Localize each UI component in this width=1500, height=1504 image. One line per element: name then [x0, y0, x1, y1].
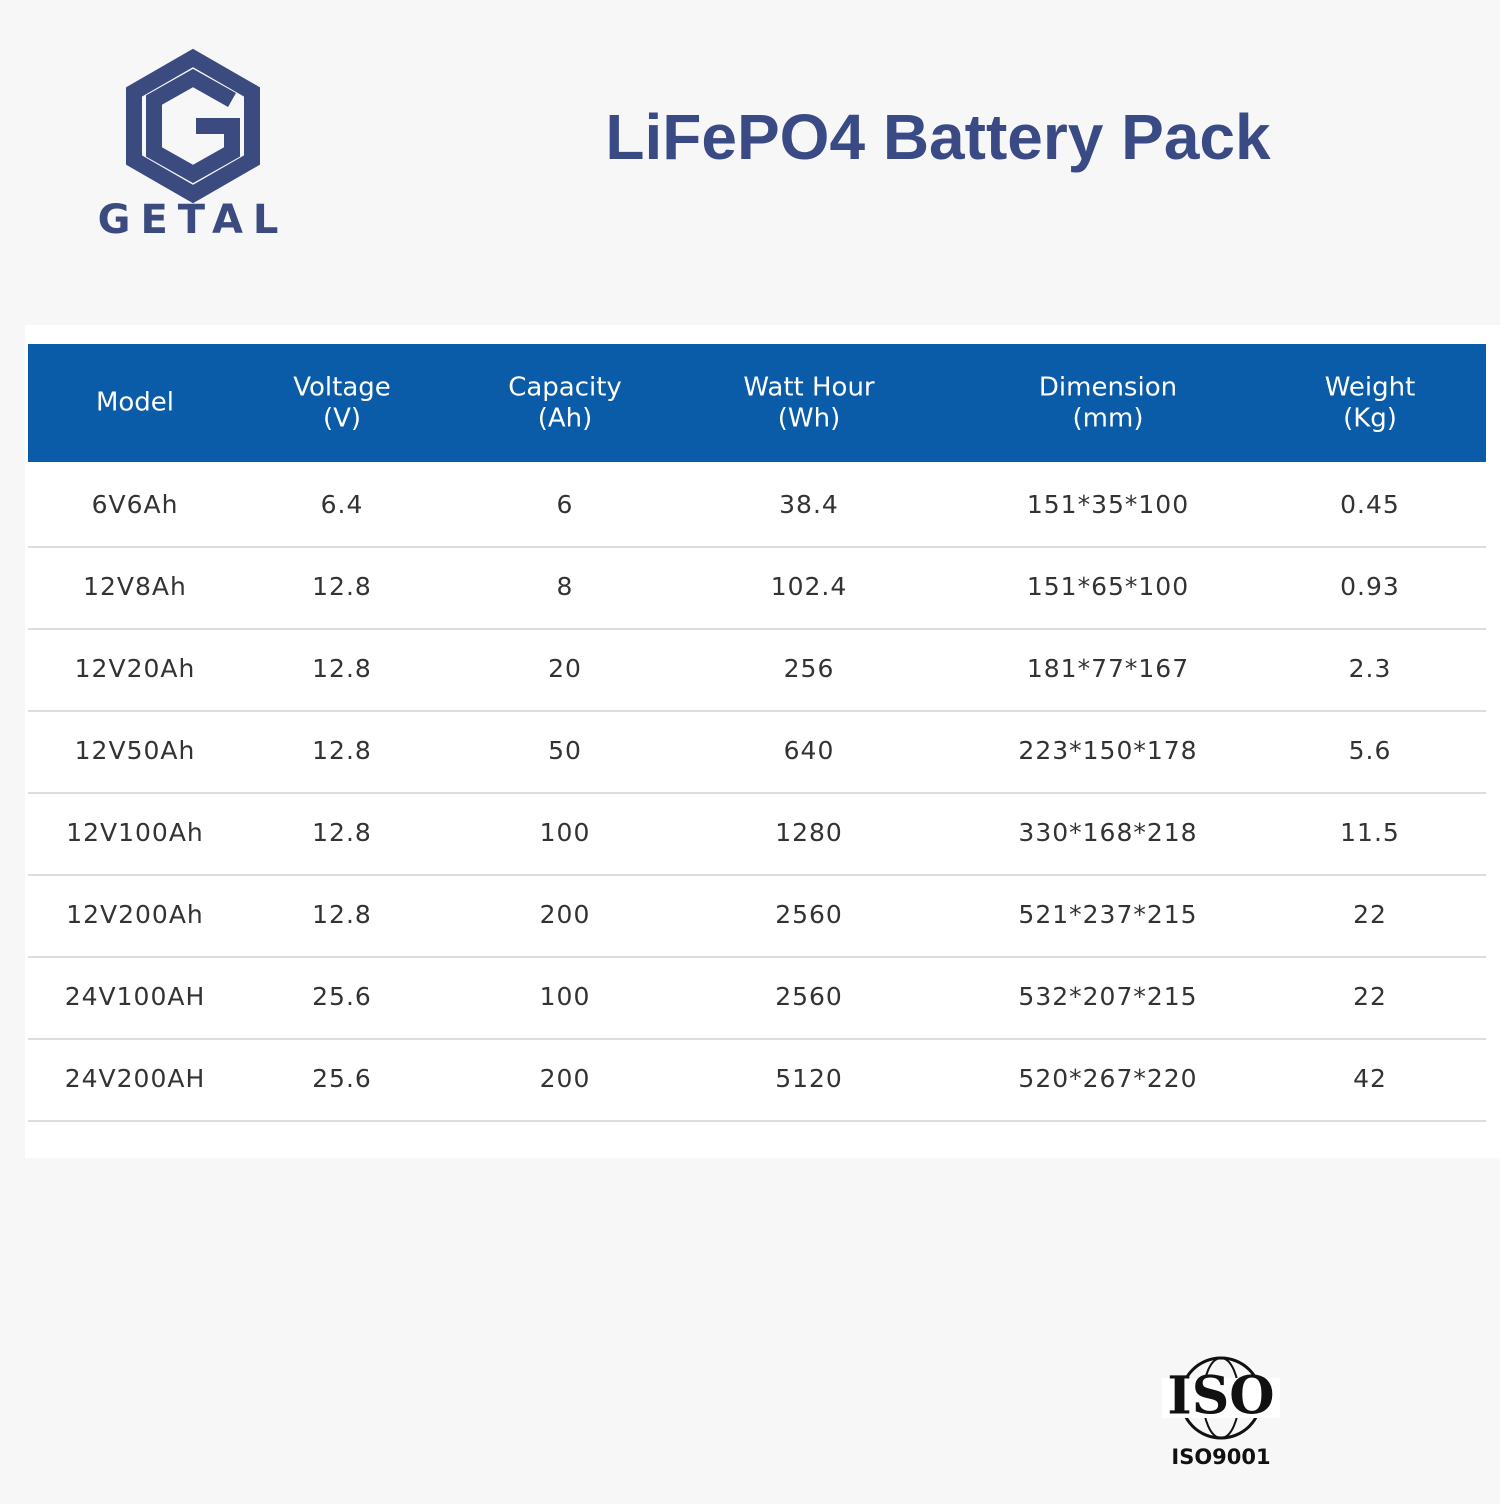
table-cell: 12V50Ah [75, 736, 196, 765]
table-cell: 25.6 [312, 982, 372, 1011]
column-header: Watt Hour [743, 373, 875, 403]
table-cell: 12.8 [312, 818, 372, 847]
table-cell: 12.8 [312, 572, 372, 601]
table-cell: 520*267*220 [1018, 1064, 1197, 1093]
table-cell: 2.3 [1349, 654, 1392, 683]
table-cell: 532*207*215 [1018, 982, 1197, 1011]
table-cell: 100 [540, 982, 591, 1011]
table-cell: 640 [784, 736, 835, 765]
table-cell: 11.5 [1340, 818, 1400, 847]
table-cell: 200 [540, 900, 591, 929]
table-cell: 1280 [775, 818, 843, 847]
table-cell: 38.4 [779, 490, 839, 519]
table-panel [25, 325, 1500, 1158]
column-header: (Kg) [1343, 404, 1397, 434]
column-header: (mm) [1073, 404, 1144, 434]
table-cell: 12.8 [312, 654, 372, 683]
table-cell: 12.8 [312, 736, 372, 765]
column-header: Capacity [508, 373, 622, 403]
table-cell: 6V6Ah [92, 490, 179, 519]
logo-mark [126, 48, 260, 204]
table: Model Voltage(V) Capacity(Ah) Watt Hour(Wh)… [28, 373, 1486, 1122]
column-header: (Wh) [778, 404, 840, 434]
table-cell: 100 [540, 818, 591, 847]
iso-logo: ISO ISO9001 [1162, 1356, 1280, 1469]
table-cell: 2560 [775, 982, 843, 1011]
iso-mark: ISO [1167, 1366, 1274, 1427]
column-header: Dimension [1039, 373, 1177, 403]
table-cell: 5.6 [1349, 736, 1392, 765]
logo-brand: GETAL [98, 197, 289, 243]
column-header: (V) [323, 404, 361, 434]
table-cell: 22 [1353, 900, 1387, 929]
table-cell: 2560 [775, 900, 843, 929]
column-header: Voltage [293, 373, 391, 403]
table-cell: 181*77*167 [1027, 654, 1189, 683]
table-cell: 521*237*215 [1018, 900, 1197, 929]
table-cell: 102.4 [771, 572, 848, 601]
column-header: Weight [1325, 373, 1416, 403]
table-cell: 22 [1353, 982, 1387, 1011]
iso-standard: ISO9001 [1171, 1445, 1270, 1469]
table-cell: 24V100AH [65, 982, 206, 1011]
table-cell: 50 [548, 736, 582, 765]
table-cell: 5120 [775, 1064, 843, 1093]
table-cell: 256 [784, 654, 835, 683]
table-cell: 330*168*218 [1018, 818, 1197, 847]
table-cell: 151*65*100 [1027, 572, 1189, 601]
column-header: Model [96, 388, 174, 418]
table-cell: 20 [548, 654, 582, 683]
column-header: (Ah) [538, 404, 593, 434]
table-cell: 12.8 [312, 900, 372, 929]
table-cell: 6.4 [321, 490, 364, 519]
table-cell: 12V100Ah [66, 818, 204, 847]
table-cell: 24V200AH [65, 1064, 206, 1093]
table-cell: 12V8Ah [83, 572, 187, 601]
table-cell: 151*35*100 [1027, 490, 1189, 519]
table-cell: 12V20Ah [75, 654, 196, 683]
table-cell: 42 [1353, 1064, 1387, 1093]
table-cell: 0.93 [1340, 572, 1400, 601]
table-header [28, 344, 1486, 462]
table-cell: 0.45 [1340, 490, 1400, 519]
table-cell: 12V200Ah [66, 900, 204, 929]
page-title: LiFePO4 Battery Pack [605, 101, 1271, 173]
table-cell: 25.6 [312, 1064, 372, 1093]
table-cell: 223*150*178 [1018, 736, 1197, 765]
table-cell: 200 [540, 1064, 591, 1093]
table-cell: 8 [557, 572, 574, 601]
table-cell: 6 [557, 490, 574, 519]
